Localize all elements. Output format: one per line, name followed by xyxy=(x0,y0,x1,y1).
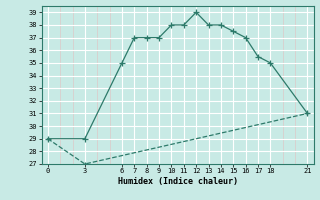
X-axis label: Humidex (Indice chaleur): Humidex (Indice chaleur) xyxy=(118,177,237,186)
